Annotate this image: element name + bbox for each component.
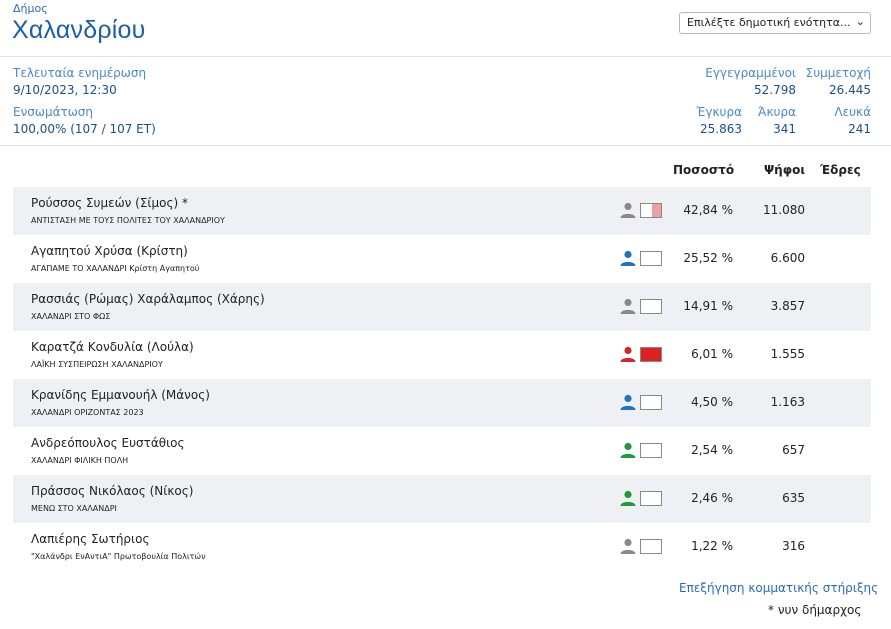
person-icon — [620, 250, 636, 266]
vote-percent: 14,91 % — [683, 299, 733, 313]
party-color-swatch — [640, 539, 662, 554]
party-name: ΧΑΛΑΝΔΡΙ ΟΡΙΖΟΝΤΑΣ 2023 — [31, 408, 144, 417]
table-row[interactable]: Πράσσος Νικόλαος (Νίκος) ΜΕΝΩ ΣΤΟ ΧΑΛΑΝΔΡ… — [13, 475, 871, 523]
party-name: ΧΑΛΑΝΔΡΙ ΣΤΟ ΦΩΣ — [31, 312, 111, 321]
table-row[interactable]: Κρανίδης Εμμανουήλ (Μάνος) ΧΑΛΑΝΔΡΙ ΟΡΙΖΟ… — [13, 379, 871, 427]
candidate-name: Ρασσιάς (Ρώμας) Χαράλαμπος (Χάρης) — [31, 292, 265, 306]
vote-count: 1.163 — [770, 395, 805, 409]
person-icon — [620, 442, 636, 458]
party-color-swatch — [640, 395, 662, 410]
table-row[interactable]: Ρούσσος Συμεών (Σίμος) * ΑΝΤΙΣΤΑΣΗ ΜΕ ΤΟΥ… — [13, 187, 871, 235]
municipal-unit-select-text: Επιλέξτε δημοτική ενότητα... — [687, 16, 851, 29]
registered-label: Εγγεγραμμένοι — [705, 66, 796, 80]
table-row[interactable]: Ανδρεόπουλος Ευστάθιος ΧΑΛΑΝΔΡΙ ΦΙΛΙΚΗ ΠΟ… — [13, 427, 871, 475]
person-icon — [620, 298, 636, 314]
vote-count: 635 — [782, 491, 805, 505]
table-row[interactable]: Καρατζά Κονδυλία (Λούλα) ΛΑΪΚΗ ΣΥΣΠΕΙΡΩΣΗ… — [13, 331, 871, 379]
column-header-votes: Ψήφοι — [763, 163, 805, 177]
municipal-unit-select[interactable]: Επιλέξτε δημοτική ενότητα... ⌄ — [679, 12, 871, 34]
swatch-fill — [641, 348, 661, 361]
stats-panel: Τελευταία ενημέρωση 9/10/2023, 12:30 Ενσ… — [0, 57, 891, 146]
party-color-swatch — [640, 443, 662, 458]
blank-label: Λευκά — [834, 105, 871, 119]
vote-count: 657 — [782, 443, 805, 457]
vote-count: 316 — [782, 539, 805, 553]
person-icon — [620, 346, 636, 362]
blank-value: 241 — [848, 122, 871, 136]
party-color-swatch — [640, 251, 662, 266]
vote-percent: 4,50 % — [691, 395, 733, 409]
vote-percent: 25,52 % — [683, 251, 733, 265]
municipality-name: Χαλανδρίου — [12, 16, 146, 44]
vote-count: 1.555 — [770, 347, 805, 361]
party-name: ΑΝΤΙΣΤΑΣΗ ΜΕ ΤΟΥΣ ΠΟΛΙΤΕΣ ΤΟΥ ΧΑΛΑΝΔΡΙΟΥ — [31, 216, 225, 225]
invalid-label: Άκυρα — [758, 105, 796, 119]
swatch-fill — [652, 204, 661, 217]
incumbent-mayor-note: * νυν δήμαρχος — [768, 603, 862, 617]
party-color-swatch — [640, 347, 662, 362]
chevron-down-icon: ⌄ — [855, 15, 865, 28]
party-support-explanation-link[interactable]: Επεξήγηση κομματικής στήριξης — [679, 581, 879, 595]
last-update-label: Τελευταία ενημέρωση — [13, 66, 147, 80]
table-row[interactable]: Ρασσιάς (Ρώμας) Χαράλαμπος (Χάρης) ΧΑΛΑΝΔ… — [13, 283, 871, 331]
candidate-name: Πράσσος Νικόλαος (Νίκος) — [31, 484, 194, 498]
party-name: ΑΓΑΠΑΜΕ ΤΟ ΧΑΛΑΝΔΡΙ Κρίστη Αγαπητού — [31, 264, 200, 273]
header: Δήμος Χαλανδρίου Επιλέξτε δημοτική ενότη… — [0, 0, 891, 57]
party-name: ΛΑΪΚΗ ΣΥΣΠΕΙΡΩΣΗ ΧΑΛΑΝΔΡΙΟΥ — [31, 360, 163, 369]
invalid-value: 341 — [773, 122, 796, 136]
vote-count: 11.080 — [763, 203, 805, 217]
municipality-label: Δήμος — [13, 2, 48, 15]
integration-value: 100,00% (107 / 107 ΕΤ) — [13, 122, 156, 136]
valid-value: 25.863 — [700, 122, 742, 136]
integration-label: Ενσωμάτωση — [13, 105, 93, 119]
vote-percent: 2,46 % — [691, 491, 733, 505]
person-icon — [620, 538, 636, 554]
party-color-swatch — [640, 491, 662, 506]
vote-count: 3.857 — [770, 299, 805, 313]
candidate-name: Ρούσσος Συμεών (Σίμος) * — [31, 196, 188, 210]
vote-percent: 2,54 % — [691, 443, 733, 457]
valid-label: Έγκυρα — [696, 105, 742, 119]
vote-percent: 42,84 % — [683, 203, 733, 217]
table-row[interactable]: Λαπιέρης Σωτήριος "Χαλάνδρι ΕνΑντιΑ" Πρωτ… — [13, 523, 871, 571]
person-icon — [620, 394, 636, 410]
party-color-swatch — [640, 203, 662, 218]
candidate-name: Κρανίδης Εμμανουήλ (Μάνος) — [31, 388, 210, 402]
party-name: ΧΑΛΑΝΔΡΙ ΦΙΛΙΚΗ ΠΟΛΗ — [31, 456, 129, 465]
turnout-value: 26.445 — [829, 83, 871, 97]
column-header-seats: Έδρες — [820, 163, 861, 177]
candidate-name: Ανδρεόπουλος Ευστάθιος — [31, 436, 185, 450]
table-row[interactable]: Αγαπητού Χρύσα (Κρίστη) ΑΓΑΠΑΜΕ ΤΟ ΧΑΛΑΝΔ… — [13, 235, 871, 283]
vote-count: 6.600 — [770, 251, 805, 265]
person-icon — [620, 202, 636, 218]
candidate-name: Λαπιέρης Σωτήριος — [31, 532, 150, 546]
vote-percent: 6,01 % — [691, 347, 733, 361]
turnout-label: Συμμετοχή — [805, 66, 871, 80]
registered-value: 52.798 — [754, 83, 796, 97]
column-header-percent: Ποσοστό — [673, 163, 735, 177]
party-name: ΜΕΝΩ ΣΤΟ ΧΑΛΑΝΔΡΙ — [31, 504, 117, 513]
party-color-swatch — [640, 299, 662, 314]
vote-percent: 1,22 % — [691, 539, 733, 553]
person-icon — [620, 490, 636, 506]
candidate-name: Καρατζά Κονδυλία (Λούλα) — [31, 340, 194, 354]
candidate-name: Αγαπητού Χρύσα (Κρίστη) — [31, 244, 188, 258]
party-name: "Χαλάνδρι ΕνΑντιΑ" Πρωτοβουλία Πολιτών — [31, 552, 206, 561]
last-update-value: 9/10/2023, 12:30 — [13, 83, 117, 97]
